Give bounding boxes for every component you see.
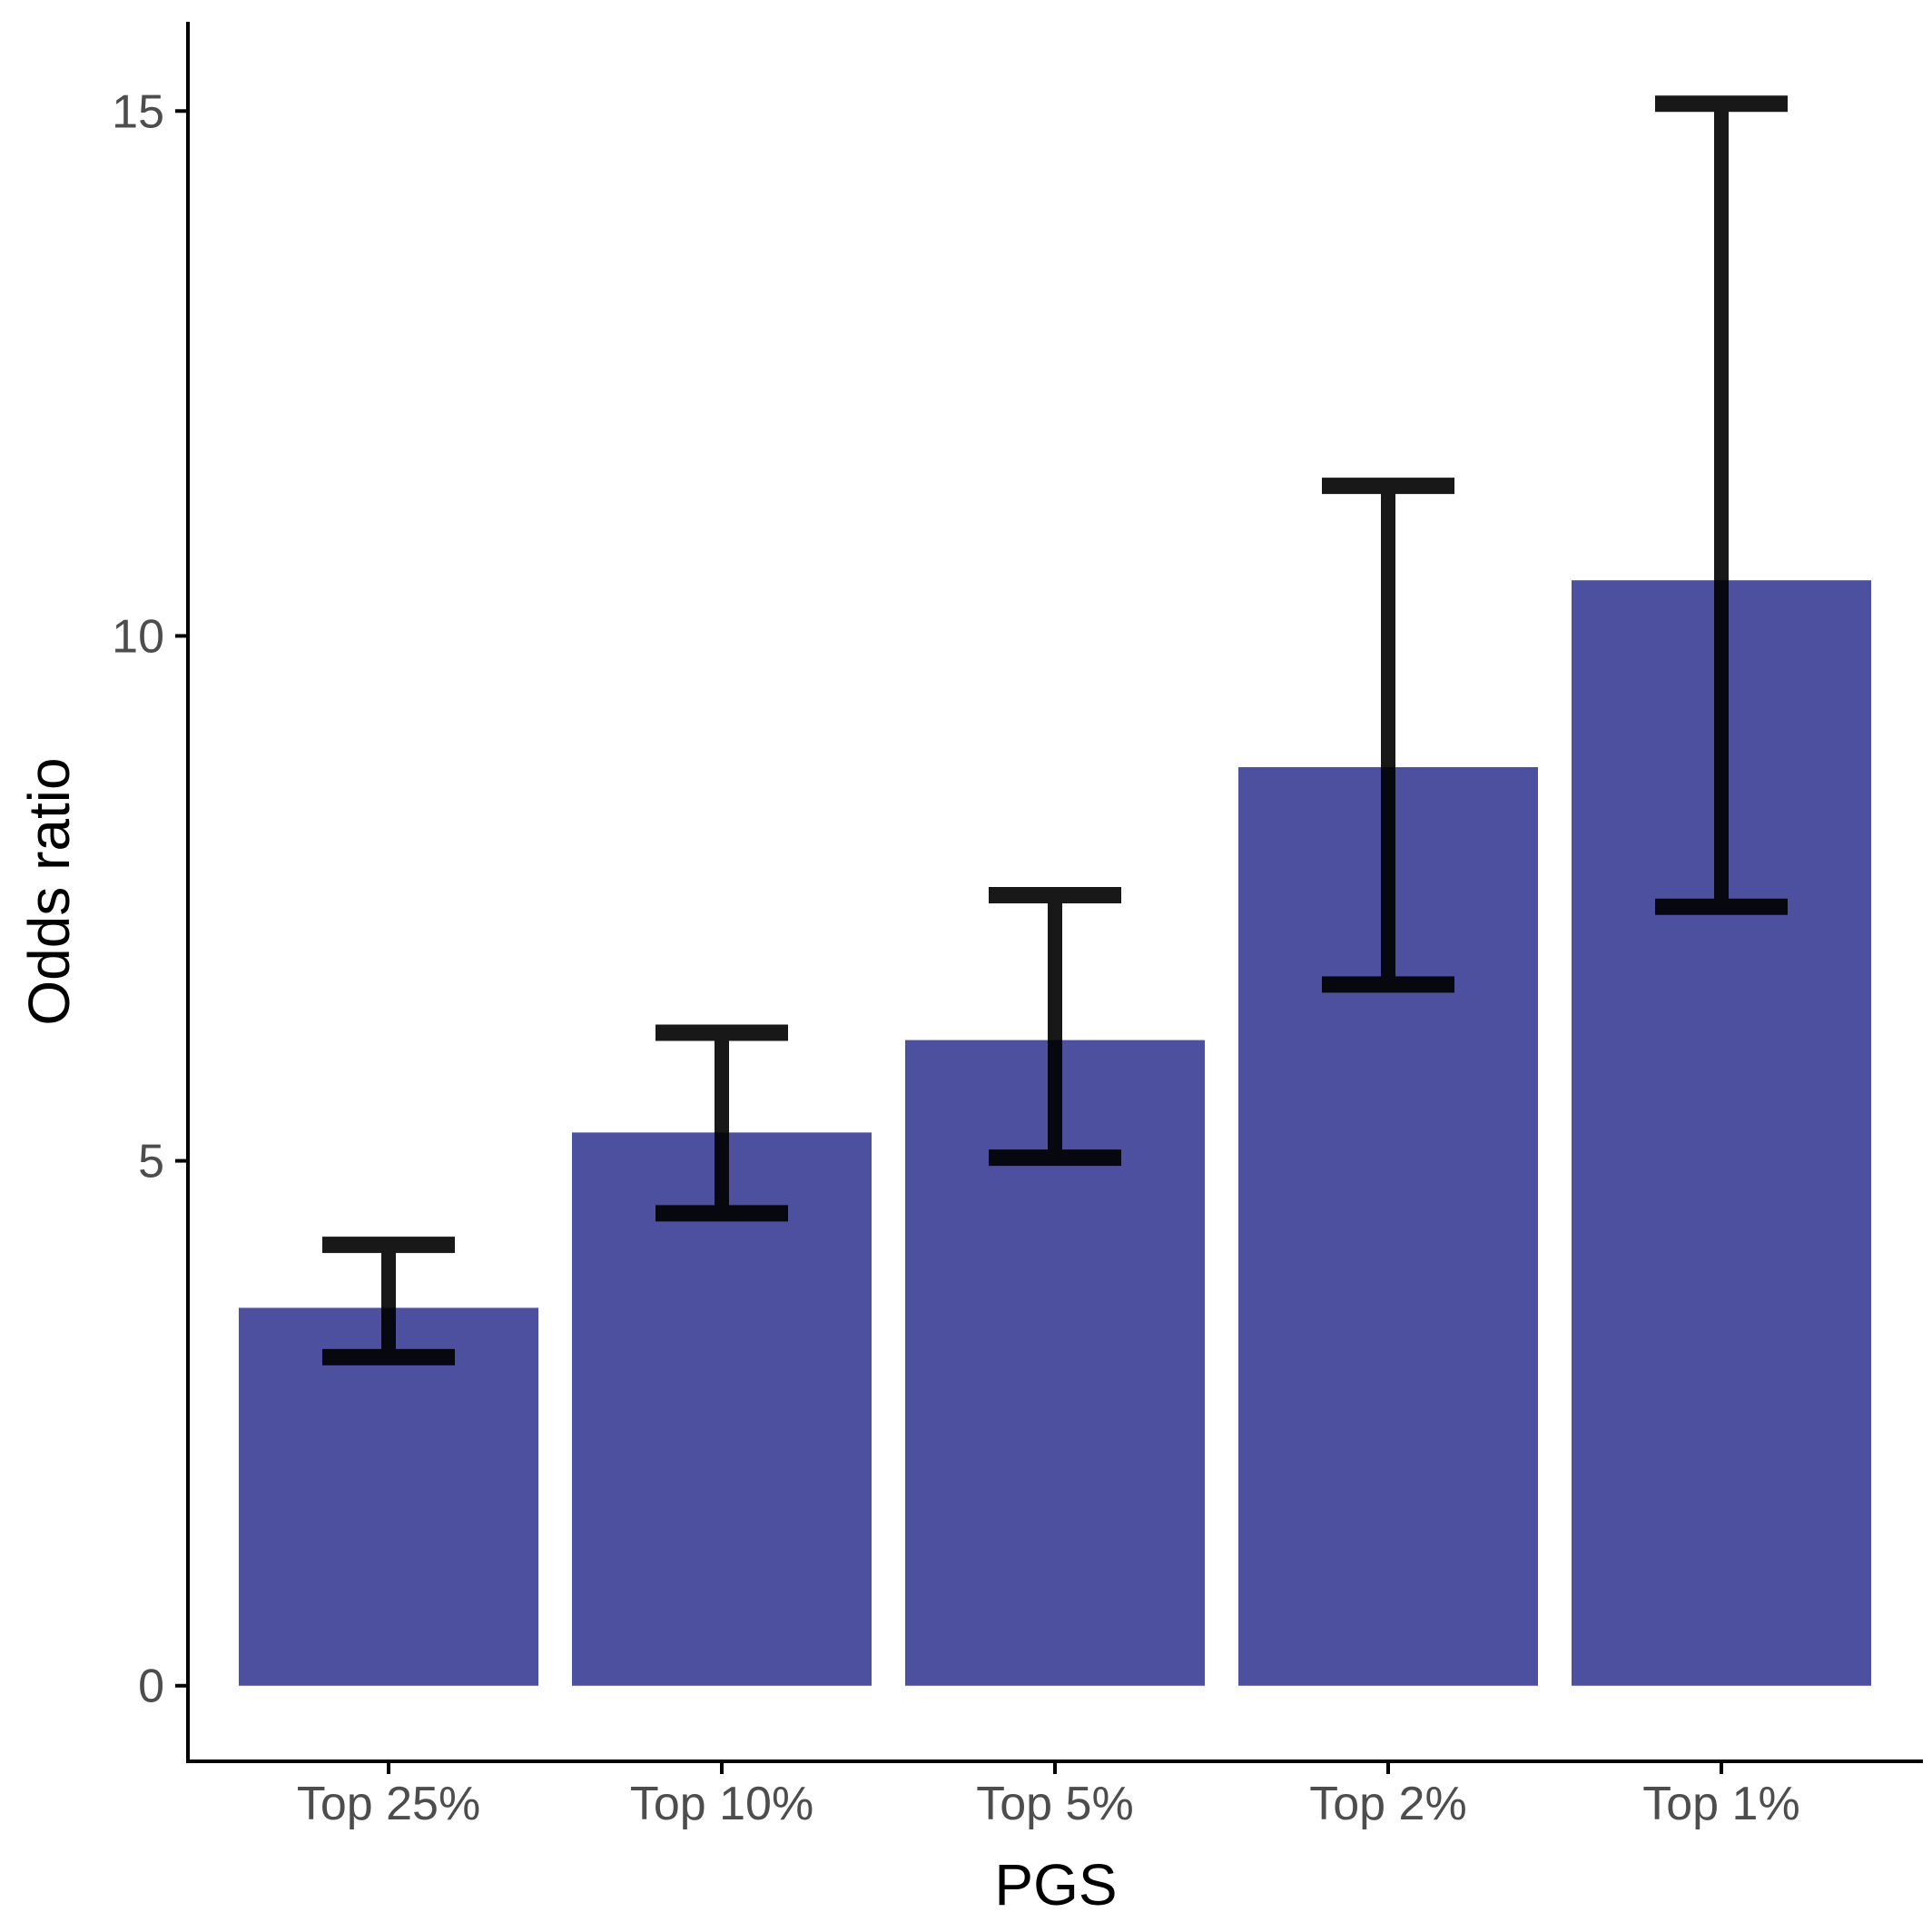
- errorbar-2: [656, 1024, 788, 1222]
- y-ticks-layer: 0 5 10 15: [112, 85, 188, 1713]
- x-tick-label: Top 5%: [976, 1778, 1133, 1830]
- bar-2: [572, 1132, 872, 1686]
- x-tick-label: Top 2%: [1309, 1778, 1466, 1830]
- errorbar-4: [1322, 478, 1454, 993]
- errorbar-3: [989, 887, 1121, 1167]
- x-tick-label: Top 1%: [1642, 1778, 1799, 1830]
- x-ticks-layer: Top 25% Top 10% Top 5% Top 2% Top 1%: [297, 1761, 1800, 1830]
- x-axis-title: PGS: [994, 1852, 1117, 1917]
- y-axis-title: Odds ratio: [16, 757, 82, 1025]
- x-tick-label: Top 25%: [297, 1778, 480, 1830]
- errorbar-1: [322, 1237, 455, 1365]
- errorbars-layer: [322, 95, 1788, 1365]
- errorbar-5: [1655, 95, 1788, 915]
- y-tick-label: 10: [112, 610, 164, 663]
- y-tick-label: 0: [138, 1661, 164, 1713]
- y-tick-label: 5: [138, 1136, 164, 1188]
- bar-1: [239, 1307, 538, 1686]
- x-tick-label: Top 10%: [630, 1778, 813, 1830]
- y-tick-label: 15: [112, 85, 164, 138]
